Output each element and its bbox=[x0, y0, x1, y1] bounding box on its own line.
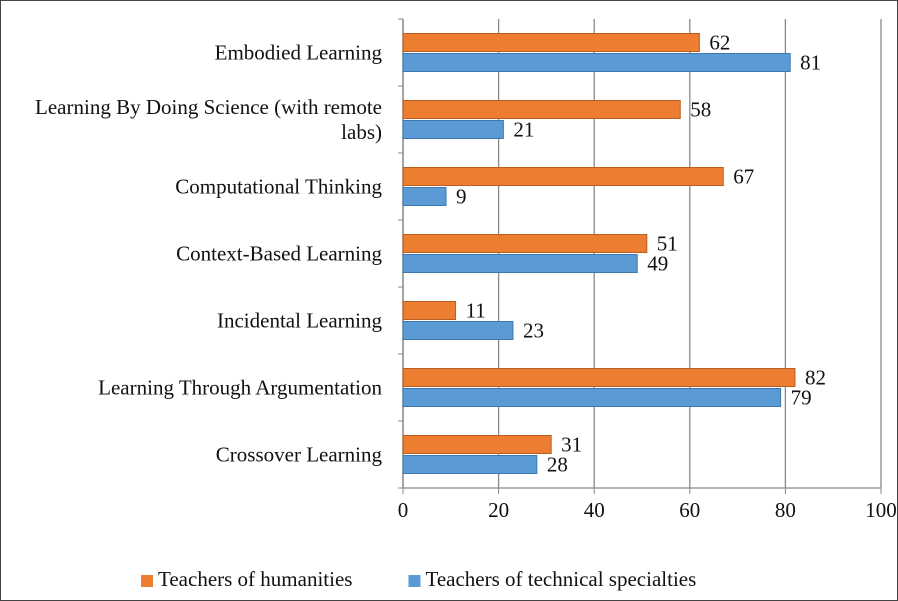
bar bbox=[402, 100, 681, 119]
bar bbox=[402, 254, 638, 273]
legend-label: Teachers of humanities bbox=[158, 567, 352, 591]
value-label: 79 bbox=[791, 385, 812, 409]
value-label: 58 bbox=[690, 97, 711, 121]
legend-label: Teachers of technical specialties bbox=[425, 567, 696, 591]
x-tick-label: 100 bbox=[865, 498, 897, 522]
value-label: 28 bbox=[547, 452, 568, 476]
legend-swatch bbox=[141, 575, 153, 587]
value-label: 51 bbox=[657, 231, 678, 255]
bar bbox=[402, 455, 538, 474]
x-tick-label: 80 bbox=[775, 498, 796, 522]
y-tick-label: Incidental Learning bbox=[216, 308, 382, 332]
legend-swatch bbox=[408, 575, 421, 587]
value-label: 82 bbox=[805, 365, 826, 389]
value-label: 9 bbox=[456, 184, 467, 208]
y-tick-label: Context-Based Learning bbox=[176, 241, 382, 265]
bar bbox=[402, 388, 782, 407]
bar bbox=[402, 187, 447, 206]
y-tick-label: Learning Through Argumentation bbox=[98, 375, 382, 399]
y-tick-label: Embodied Learning bbox=[214, 40, 382, 64]
bar bbox=[402, 167, 724, 186]
bar bbox=[402, 53, 791, 72]
bar bbox=[402, 234, 648, 253]
y-tick-label: Learning By Doing Science (with remote l… bbox=[35, 94, 382, 144]
value-label: 11 bbox=[466, 298, 486, 322]
value-label: 67 bbox=[733, 164, 754, 188]
bar bbox=[402, 368, 796, 387]
x-tick-label: 20 bbox=[488, 498, 509, 522]
x-tick-label: 0 bbox=[398, 498, 409, 522]
bar bbox=[402, 120, 504, 139]
x-tick-label: 60 bbox=[679, 498, 700, 522]
value-label: 62 bbox=[709, 30, 730, 54]
x-tick-label: 40 bbox=[584, 498, 605, 522]
y-tick-label: Computational Thinking bbox=[175, 174, 382, 198]
value-label: 31 bbox=[561, 432, 582, 456]
bar bbox=[402, 321, 514, 340]
bar bbox=[402, 435, 552, 454]
value-label: 21 bbox=[513, 117, 534, 141]
y-tick-label: Crossover Learning bbox=[215, 442, 382, 466]
value-label: 49 bbox=[647, 251, 668, 275]
bar bbox=[402, 33, 700, 52]
value-label: 23 bbox=[523, 318, 544, 342]
bar bbox=[402, 301, 457, 320]
value-label: 81 bbox=[800, 50, 821, 74]
